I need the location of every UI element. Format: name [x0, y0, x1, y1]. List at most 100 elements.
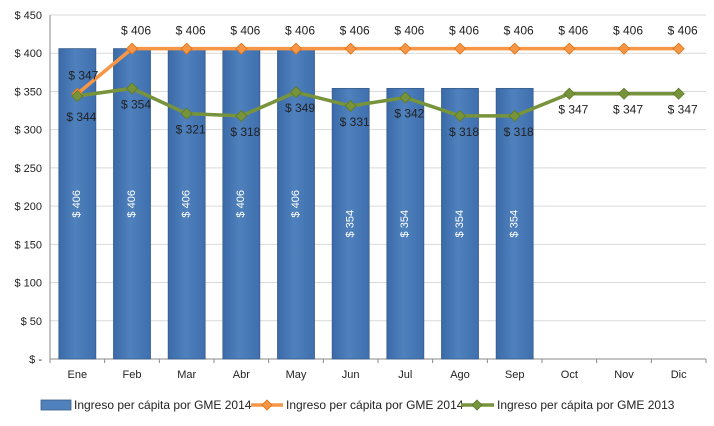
bar-data-label: $ 406	[181, 190, 193, 218]
legend-swatch-marker	[471, 399, 483, 411]
x-tick-label: Jul	[398, 369, 412, 381]
line-data-label: $ 349	[285, 101, 315, 115]
line-data-label: $ 406	[176, 24, 206, 38]
legend-swatch-marker	[261, 399, 273, 411]
bar-data-label: $ 406	[235, 190, 247, 218]
y-tick-label: $ 100	[14, 278, 42, 290]
bar	[386, 87, 425, 360]
series-marker	[235, 42, 248, 55]
series-marker	[71, 89, 84, 103]
line-data-label: $ 347	[68, 69, 98, 83]
bar	[113, 48, 151, 360]
x-tick-label: Oct	[561, 369, 578, 381]
bar-data-label: $ 406	[71, 190, 83, 218]
x-tick-label: Nov	[614, 369, 634, 381]
series-marker	[563, 87, 576, 100]
line-data-label: $ 331	[340, 115, 370, 129]
series-marker	[344, 99, 357, 113]
x-tick-label: Ene	[68, 369, 88, 381]
bar-data-label: $ 354	[345, 210, 357, 238]
line-data-label: $ 344	[66, 110, 96, 124]
y-tick-label: $ 200	[14, 201, 42, 213]
series-marker	[289, 42, 303, 55]
series-marker	[617, 42, 631, 55]
bar-series: $ 406 $ 406 $ 406 $ 406 $ 406 $ 354 $ 354 $ 354…	[58, 48, 534, 360]
series-marker	[453, 109, 467, 122]
series-marker	[235, 109, 248, 122]
y-tick-label: $ 350	[14, 86, 42, 98]
bar	[222, 48, 261, 360]
bar	[495, 87, 534, 360]
line-data-label: $ 354	[121, 97, 151, 111]
y-tick-label: $ 150	[14, 239, 42, 251]
bar	[441, 87, 479, 360]
series-marker	[180, 107, 193, 120]
series-marker	[399, 42, 412, 55]
series-marker	[672, 42, 685, 55]
series-marker	[617, 87, 631, 100]
x-tick-label: Mar	[177, 369, 196, 381]
y-axis: $ - $ 50 $ 100 $ 150 $ 200 $ 250 $ 300 $ 350 $ 4…	[14, 10, 51, 366]
x-tick-label: Abr	[233, 369, 250, 381]
line-data-label: $ 318	[504, 125, 534, 139]
series-marker	[289, 86, 303, 99]
bar	[331, 87, 370, 360]
x-tick-label: Feb	[123, 369, 142, 381]
x-tick-label: May	[286, 369, 307, 381]
series-line	[77, 86, 679, 118]
line-data-label: $ 406	[230, 24, 260, 38]
x-tick-label: Sep	[505, 369, 525, 381]
series-marker	[180, 42, 193, 55]
legend-label: Ingreso per cápita por GME 2014	[74, 398, 252, 412]
line-series: $ 347 $ 406 $ 406 $ 406 $ 406 $ 406 $ 406 $ 406…	[66, 24, 698, 139]
series-marker	[344, 42, 357, 55]
bar-data-label: $ 354	[509, 210, 521, 238]
line-data-label: $ 406	[340, 24, 370, 38]
x-tick-label: Jun	[342, 369, 360, 381]
y-tick-label: $ 50	[21, 316, 42, 328]
line-data-label: $ 406	[558, 24, 588, 38]
line-data-label: $ 321	[176, 123, 206, 137]
line-data-label: $ 406	[449, 24, 479, 38]
series-marker	[508, 109, 521, 122]
line-data-label: $ 347	[558, 103, 588, 117]
legend-swatch-bar	[40, 399, 72, 411]
series-marker	[508, 42, 521, 55]
legend-label: Ingreso per cápita por GME 2014	[286, 398, 464, 412]
series-marker	[125, 42, 139, 55]
line-data-label: $ 342	[394, 107, 424, 121]
series-marker	[672, 87, 685, 100]
bar	[167, 48, 206, 360]
line-data-label: $ 318	[449, 125, 479, 139]
series-marker	[453, 42, 467, 55]
line-data-label: $ 406	[613, 24, 643, 38]
line-data-label: $ 406	[394, 24, 424, 38]
line-data-label: $ 347	[613, 103, 643, 117]
series-marker	[399, 91, 412, 104]
x-tick-label: Dic	[671, 369, 687, 381]
y-tick-label: $ 250	[14, 163, 42, 175]
line-data-label: $ 347	[668, 103, 698, 117]
line-data-label: $ 406	[504, 24, 534, 38]
y-tick-label: $ -	[29, 354, 42, 366]
y-tick-label: $ 450	[14, 10, 42, 22]
series-marker	[563, 42, 576, 55]
bar-data-label: $ 354	[399, 210, 411, 238]
line-data-label: $ 406	[121, 24, 151, 38]
y-tick-label: $ 400	[14, 48, 42, 60]
line-data-label: $ 318	[230, 125, 260, 139]
legend-label: Ingreso per cápita por GME 2013	[497, 398, 675, 412]
line-data-label: $ 406	[668, 24, 698, 38]
x-axis: Ene Feb Mar Abr May Jun Jul Ago Sep Oct Nov Dic	[49, 359, 707, 381]
line-data-label: $ 406	[285, 24, 315, 38]
legend: Ingreso per cápita por GME 2014 Ingreso p…	[40, 398, 675, 412]
x-tick-label: Ago	[450, 369, 470, 381]
series-line	[76, 46, 679, 96]
gridlines	[50, 14, 706, 360]
bar-data-label: $ 406	[290, 190, 302, 218]
bar-data-label: $ 354	[454, 210, 466, 238]
y-tick-label: $ 300	[14, 125, 42, 137]
series-marker	[125, 82, 139, 95]
bar-data-label: $ 406	[126, 190, 138, 218]
